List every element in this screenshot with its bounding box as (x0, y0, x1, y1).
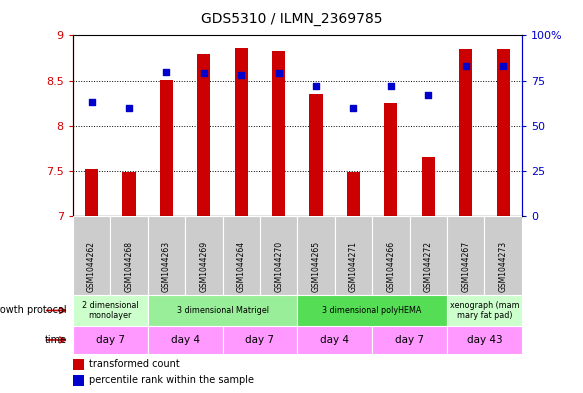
Text: GSM1044268: GSM1044268 (125, 241, 134, 292)
Bar (422, 157, 435, 216)
Point (498, 63, 508, 69)
Text: GSM1044270: GSM1044270 (274, 241, 283, 292)
Point (274, 70, 283, 77)
Bar (73, 359, 84, 369)
Point (237, 72, 246, 78)
Bar (310, 94, 322, 216)
Bar (297, 326, 372, 354)
Bar (122, 172, 135, 216)
Bar (73, 375, 84, 386)
Bar (85, 169, 98, 216)
Bar (347, 172, 360, 216)
Point (461, 63, 470, 69)
Bar (335, 216, 372, 295)
Bar (260, 216, 297, 295)
Text: day 7: day 7 (96, 335, 125, 345)
Text: GSM1044272: GSM1044272 (424, 241, 433, 292)
Bar (497, 49, 510, 216)
Bar (372, 326, 447, 354)
Point (349, 105, 358, 111)
Bar (197, 54, 210, 216)
Text: day 7: day 7 (395, 335, 424, 345)
Text: GSM1044266: GSM1044266 (387, 241, 395, 292)
Bar (110, 216, 147, 295)
Text: percentile rank within the sample: percentile rank within the sample (89, 375, 254, 385)
Text: GSM1044269: GSM1044269 (199, 241, 208, 292)
Text: GSM1044265: GSM1044265 (311, 241, 321, 292)
Text: growth protocol: growth protocol (0, 305, 67, 316)
Bar (297, 295, 447, 326)
Point (311, 83, 321, 89)
Bar (447, 216, 484, 295)
Bar (272, 51, 285, 216)
Bar (223, 216, 260, 295)
Bar (147, 216, 185, 295)
Text: xenograph (mam
mary fat pad): xenograph (mam mary fat pad) (449, 301, 519, 320)
Text: GSM1044262: GSM1044262 (87, 241, 96, 292)
Text: GSM1044267: GSM1044267 (461, 241, 470, 292)
Bar (185, 216, 223, 295)
Text: GSM1044273: GSM1044273 (498, 241, 508, 292)
Text: 2 dimensional
monolayer: 2 dimensional monolayer (82, 301, 139, 320)
Text: day 43: day 43 (466, 335, 502, 345)
Point (87, 99, 96, 105)
Bar (297, 216, 335, 295)
Bar (484, 216, 522, 295)
Bar (372, 216, 409, 295)
Bar (160, 80, 173, 216)
Bar (447, 295, 522, 326)
Bar (409, 216, 447, 295)
Bar (459, 49, 472, 216)
Bar (384, 103, 398, 216)
Bar (235, 48, 248, 216)
Text: GSM1044263: GSM1044263 (162, 241, 171, 292)
Text: GDS5310 / ILMN_2369785: GDS5310 / ILMN_2369785 (201, 12, 382, 26)
Text: 3 dimensional Matrigel: 3 dimensional Matrigel (177, 306, 269, 315)
Point (124, 105, 134, 111)
Text: day 4: day 4 (171, 335, 199, 345)
Bar (73, 326, 147, 354)
Text: 3 dimensional polyHEMA: 3 dimensional polyHEMA (322, 306, 422, 315)
Bar (147, 295, 297, 326)
Bar (73, 295, 147, 326)
Point (386, 83, 395, 89)
Bar (73, 216, 110, 295)
Text: day 4: day 4 (320, 335, 349, 345)
Bar (223, 326, 297, 354)
Text: day 7: day 7 (245, 335, 275, 345)
Bar (447, 326, 522, 354)
Text: GSM1044271: GSM1044271 (349, 241, 358, 292)
Text: transformed count: transformed count (89, 359, 180, 369)
Point (424, 92, 433, 98)
Text: time: time (45, 335, 67, 345)
Point (199, 70, 209, 77)
Point (161, 68, 171, 75)
Bar (147, 326, 223, 354)
Text: GSM1044264: GSM1044264 (237, 241, 245, 292)
